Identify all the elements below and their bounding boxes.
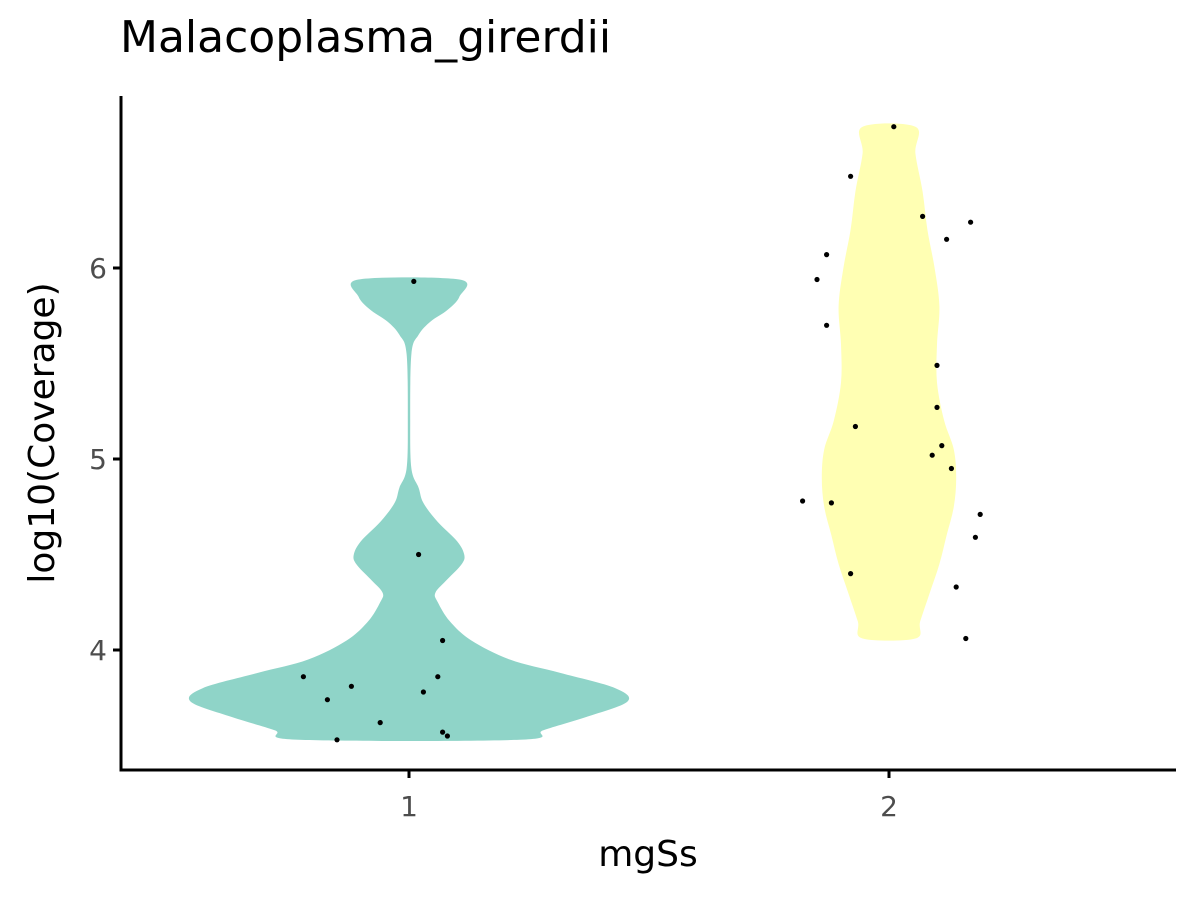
y-tick-label: 6 [89, 252, 107, 285]
data-point-1-1 [300, 674, 306, 680]
data-point-2-8 [934, 362, 940, 368]
x-tick-label: 1 [400, 790, 418, 823]
violin-layer [188, 123, 957, 741]
data-point-2-13 [948, 465, 955, 472]
data-point-2-9 [934, 404, 940, 410]
data-point-2-16 [977, 511, 983, 517]
data-point-2-1 [848, 173, 854, 179]
data-point-2-3 [968, 219, 974, 225]
violin-1 [188, 277, 630, 741]
data-point-2-5 [824, 252, 830, 258]
chart-title: Malacoplasma_girerdii [120, 12, 612, 63]
data-point-1-6 [435, 674, 441, 680]
data-point-2-14 [800, 498, 806, 504]
data-point-2-17 [972, 534, 979, 540]
violin-2 [821, 123, 957, 641]
y-tick-label: 5 [89, 443, 107, 476]
data-point-2-0 [891, 124, 897, 130]
y-ticks: 4 5 6 [89, 252, 121, 667]
data-point-2-10 [852, 423, 859, 430]
data-point-2-4 [944, 236, 950, 242]
data-point-1-10 [416, 551, 422, 558]
data-point-2-6 [814, 276, 820, 283]
data-point-1-9 [444, 733, 450, 739]
axes [119, 96, 1176, 772]
data-point-2-19 [953, 584, 959, 590]
x-axis-title: mgSs [598, 834, 698, 875]
data-point-1-4 [377, 720, 383, 726]
data-point-1-5 [420, 689, 426, 695]
data-point-1-11 [411, 278, 417, 284]
jitter-points-layer [300, 124, 983, 743]
data-point-1-7 [440, 637, 446, 644]
data-point-2-11 [939, 443, 945, 449]
data-point-2-20 [963, 635, 969, 642]
x-tick-label: 2 [880, 790, 898, 823]
data-point-1-3 [348, 683, 354, 689]
data-point-1-8 [440, 729, 446, 735]
data-point-2-12 [929, 452, 935, 458]
data-point-1-0 [334, 737, 340, 743]
data-point-2-18 [848, 571, 854, 577]
data-point-2-2 [920, 213, 926, 219]
y-axis-title: log10(Coverage) [22, 282, 63, 583]
data-point-2-7 [824, 322, 830, 328]
data-point-2-15 [828, 500, 835, 506]
data-point-1-2 [324, 697, 330, 703]
y-tick-label: 4 [89, 634, 107, 667]
